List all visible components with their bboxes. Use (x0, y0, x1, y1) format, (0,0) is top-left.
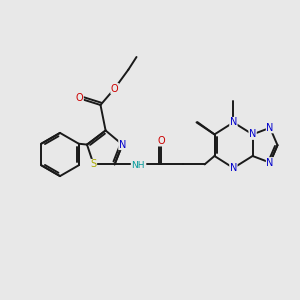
Text: O: O (111, 83, 119, 94)
Text: O: O (158, 136, 165, 146)
Text: NH: NH (131, 161, 145, 170)
Text: S: S (91, 159, 97, 170)
Text: N: N (230, 117, 237, 128)
Text: N: N (266, 123, 274, 133)
Text: O: O (76, 93, 83, 103)
Text: N: N (249, 129, 256, 140)
Text: N: N (230, 163, 237, 173)
Text: N: N (266, 158, 274, 168)
Text: N: N (119, 140, 126, 150)
